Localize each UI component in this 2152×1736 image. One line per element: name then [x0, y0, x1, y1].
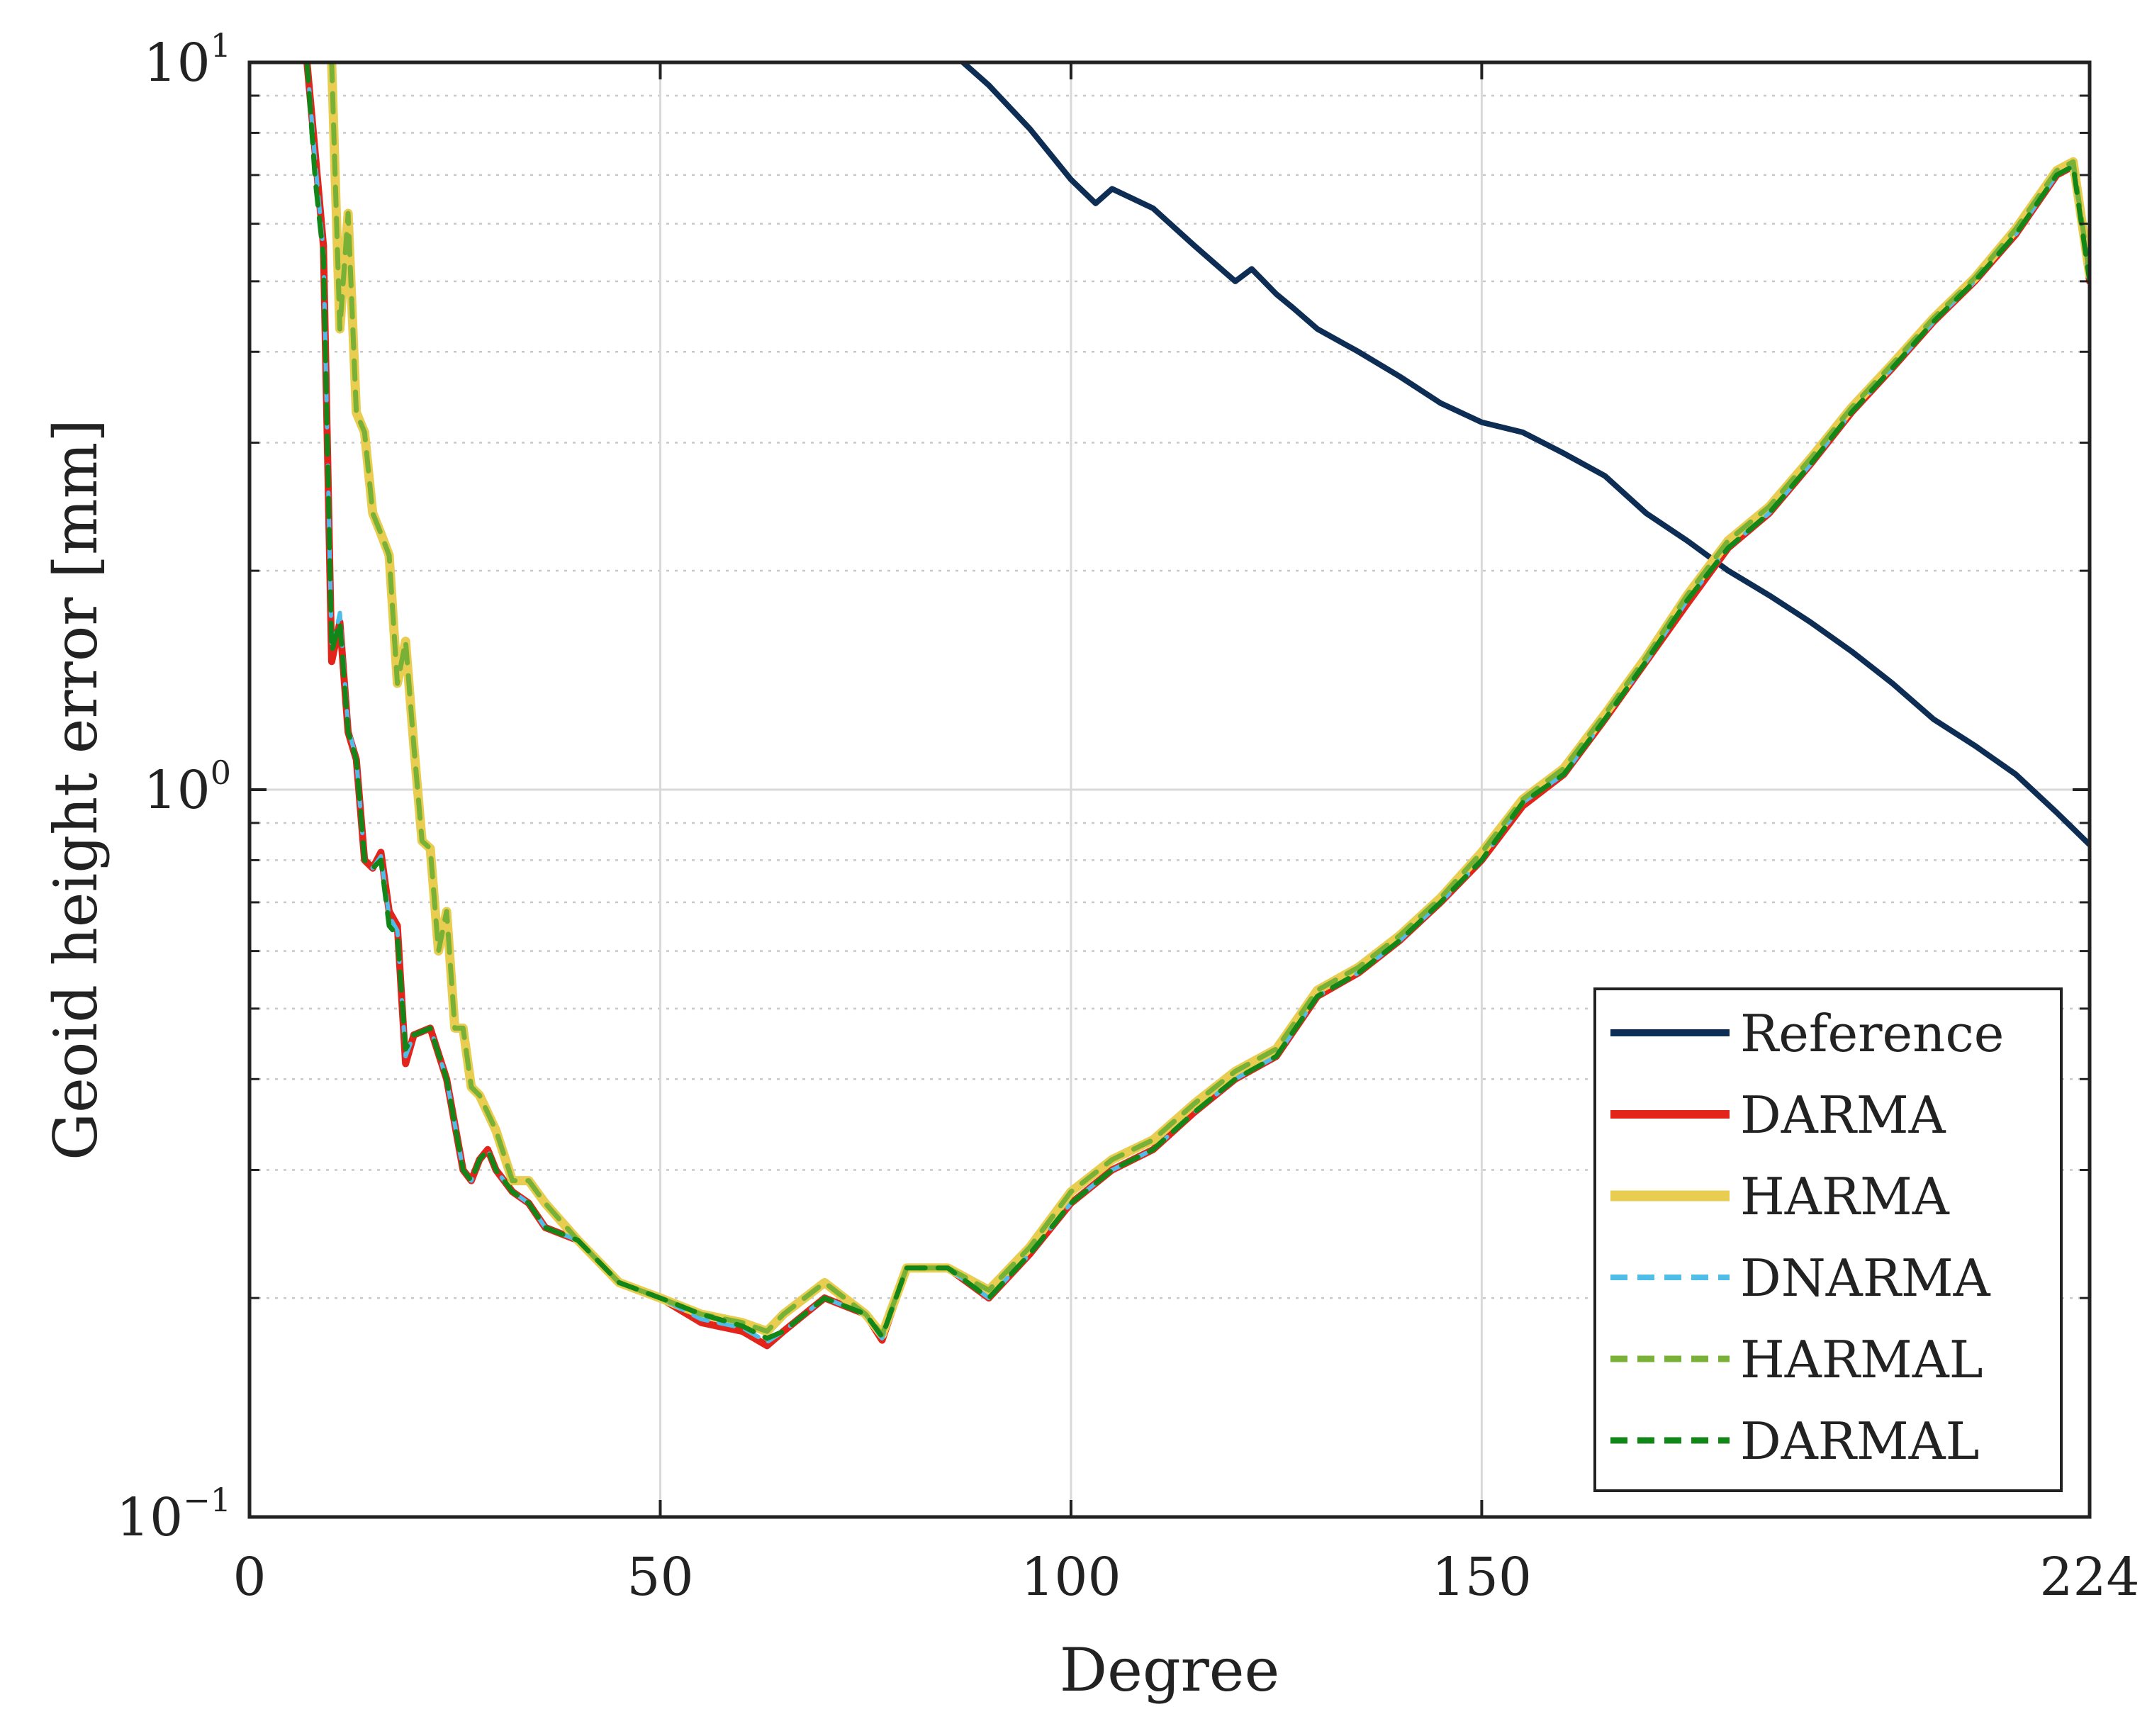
series-line-harmal — [329, 62, 2090, 1338]
legend-label-reference: Reference — [1740, 1004, 2004, 1063]
legend: Reference DARMA HARMA DNARMA HARMAL DARMAL — [1593, 987, 2063, 1492]
y-tick-label: 101 — [144, 26, 231, 94]
minor-gridlines — [250, 94, 2090, 1299]
x-axis-title: Degree — [1060, 1635, 1279, 1705]
x-tick-label: 224 — [2039, 1547, 2139, 1608]
x-axis-tick-labels: 0 50 100 150 224 — [232, 1547, 2139, 1608]
x-tick-label: 0 — [232, 1547, 266, 1608]
x-tick-label: 50 — [627, 1547, 693, 1608]
y-axis-tick-labels: 10−1 100 101 — [116, 26, 231, 1548]
y-tick-label: 10−1 — [116, 1481, 231, 1548]
x-tick-label: 150 — [1432, 1547, 1532, 1608]
axis-ticks — [248, 61, 2091, 1518]
y-axis-title: Geoid height error [mm] — [41, 419, 111, 1160]
legend-label-dnarma: DNARMA — [1740, 1248, 1991, 1308]
series-lines — [303, 62, 2090, 1350]
legend-label-darmal: DARMAL — [1740, 1411, 1979, 1471]
x-tick-label: 100 — [1021, 1547, 1121, 1608]
legend-label-harma: HARMA — [1740, 1167, 1950, 1226]
legend-box — [1593, 987, 2063, 1492]
major-gridlines — [250, 62, 2090, 1517]
legend-label-harmal: HARMAL — [1740, 1330, 1983, 1389]
series-line-reference — [958, 62, 2090, 848]
legend-label-darma: DARMA — [1740, 1085, 1946, 1145]
y-tick-label: 100 — [144, 754, 231, 821]
